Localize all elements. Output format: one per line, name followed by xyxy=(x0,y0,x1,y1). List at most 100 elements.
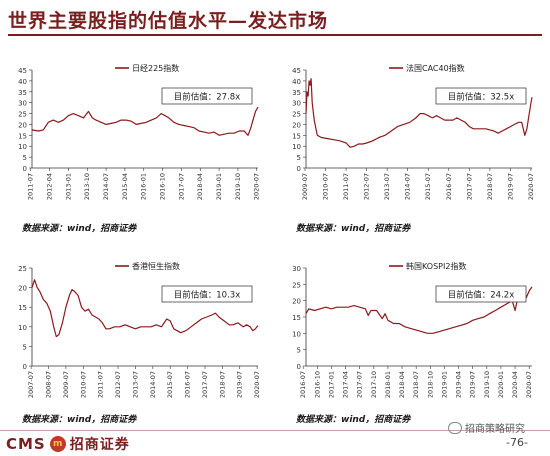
x-tick-label: 2017-07 xyxy=(177,173,185,200)
y-tick-label: 45 xyxy=(18,67,27,75)
y-tick-label: 5 xyxy=(297,347,301,355)
y-tick-label: 15 xyxy=(292,132,301,140)
x-tick-label: 2018-07 xyxy=(486,173,494,200)
x-tick-label: 2010-07 xyxy=(79,371,87,398)
x-tick-label: 2017-07 xyxy=(201,371,209,398)
y-tick-label: 10 xyxy=(18,143,27,151)
x-tick-label: 2013-01 xyxy=(64,173,72,200)
logo-cn-text: 招商证券 xyxy=(69,437,130,453)
x-tick-label: 2010-07 xyxy=(322,173,330,200)
y-tick-label: 40 xyxy=(18,78,27,86)
y-tick-label: 10 xyxy=(292,143,301,151)
x-tick-label: 2012-07 xyxy=(114,371,122,398)
source-note-cac40: 数据来源：wind，招商证券 xyxy=(296,224,411,234)
x-tick-label: 2014-07 xyxy=(404,173,412,200)
x-tick-label: 2016-01 xyxy=(140,173,148,200)
logo-cms-text: CMS xyxy=(6,435,46,453)
y-tick-label: 15 xyxy=(292,314,301,322)
x-tick-label: 2007-07 xyxy=(27,371,35,398)
legend-label: 日经225指数 xyxy=(132,63,179,73)
x-tick-label: 2020-07 xyxy=(525,371,533,398)
x-tick-label: 2019-07 xyxy=(469,371,477,398)
x-tick-label: 2008-07 xyxy=(45,371,53,398)
x-tick-label: 2018-04 xyxy=(196,173,204,200)
y-tick-label: 15 xyxy=(18,304,27,312)
series-line xyxy=(31,106,259,136)
y-tick-label: 15 xyxy=(18,132,27,140)
x-tick-label: 2017-07 xyxy=(356,371,364,398)
x-tick-label: 2019-04 xyxy=(455,371,463,398)
y-tick-label: 25 xyxy=(18,265,27,273)
series-line xyxy=(31,279,259,338)
y-tick-label: 10 xyxy=(292,330,301,338)
legend-label: 法国CAC40指数 xyxy=(406,63,465,73)
y-tick-label: 30 xyxy=(292,265,301,273)
annotation-label: 目前估值：27.8x xyxy=(174,92,240,103)
chart-cac40: 0 5 10 15 20 25 30 35 40 45 2009-07 2010-07 2011-07 2… xyxy=(292,63,535,200)
x-tick-label: 2019-10 xyxy=(234,173,242,200)
chart-kospi2: 0 5 10 15 20 25 30 2016-07 2016-10 2017-01 2017-04… xyxy=(292,261,533,398)
logo-badge-icon: m xyxy=(49,436,66,452)
y-tick-label: 35 xyxy=(292,89,301,97)
x-tick-label: 2016-07 xyxy=(299,371,307,398)
y-tick-label: 5 xyxy=(23,154,27,162)
y-tick-label: 25 xyxy=(292,281,301,289)
source-note-hangseng: 数据来源：wind，招商证券 xyxy=(22,415,137,425)
page-number: -76- xyxy=(506,436,528,449)
y-tick-label: 0 xyxy=(23,363,27,371)
x-tick-label: 2018-07 xyxy=(218,371,226,398)
x-tick-label: 2011-07 xyxy=(27,173,35,200)
legend-label: 香港恒生指数 xyxy=(132,261,180,271)
x-tick-label: 2018-07 xyxy=(412,371,420,398)
x-tick-label: 2013-07 xyxy=(383,173,391,200)
x-tick-label: 2019-07 xyxy=(236,371,244,398)
x-tick-label: 2020-01 xyxy=(497,371,505,398)
x-tick-label: 2012-04 xyxy=(46,173,54,200)
x-tick-label: 2019-10 xyxy=(483,371,491,398)
x-tick-label: 2017-01 xyxy=(327,371,335,398)
x-tick-label: 2018-10 xyxy=(426,371,434,398)
x-tick-label: 2011-07 xyxy=(97,371,105,398)
annotation-label: 目前估值：10.3x xyxy=(174,290,240,301)
x-tick-label: 2015-07 xyxy=(424,173,432,200)
title-divider xyxy=(8,34,542,36)
source-note-kospi2: 数据来源：wind，招商证券 xyxy=(296,415,411,425)
x-tick-label: 2016-07 xyxy=(445,173,453,200)
x-tick-label: 2009-07 xyxy=(301,173,309,200)
x-tick-label: 2013-07 xyxy=(131,371,139,398)
y-tick-label: 40 xyxy=(292,78,301,86)
wechat-icon xyxy=(448,421,462,434)
x-tick-label: 2012-07 xyxy=(363,173,371,200)
chart-nikkei: 0 5 10 15 20 25 30 35 40 45 2011-07 2012-04 2013-01 2… xyxy=(18,63,261,200)
x-tick-label: 2015-04 xyxy=(121,173,129,200)
y-tick-label: 5 xyxy=(23,343,27,351)
x-tick-label: 2015-07 xyxy=(166,371,174,398)
y-tick-label: 5 xyxy=(297,154,301,162)
source-note-nikkei: 数据来源：wind，招商证券 xyxy=(22,224,137,234)
y-tick-label: 10 xyxy=(18,324,27,332)
annotation-box xyxy=(161,87,253,105)
annotation-box xyxy=(435,87,527,105)
page-title: 世界主要股指的估值水平—发达市场 xyxy=(8,10,329,32)
y-tick-label: 35 xyxy=(18,89,27,97)
x-tick-label: 2020-07 xyxy=(253,371,261,398)
wechat-account: 招商策略研究 xyxy=(448,420,525,435)
x-tick-label: 2017-07 xyxy=(465,173,473,200)
x-tick-label: 2011-07 xyxy=(342,173,350,200)
chart-panel-nikkei: 0 5 10 15 20 25 30 35 40 45 2011-07 2012-04 2013-01 2… xyxy=(8,56,268,216)
chart-panel-hangseng: 0 5 10 15 20 25 2007-07 2008-07 2009-07 2010-07 20… xyxy=(8,254,268,414)
x-tick-label: 2019-07 xyxy=(506,173,514,200)
x-tick-label: 2013-10 xyxy=(83,173,91,200)
x-tick-label: 2016-07 xyxy=(184,371,192,398)
y-tick-label: 20 xyxy=(292,298,301,306)
x-tick-label: 2017-10 xyxy=(370,371,378,398)
x-tick-label: 2016-10 xyxy=(313,371,321,398)
y-tick-label: 0 xyxy=(297,165,301,173)
x-tick-label: 2020-07 xyxy=(253,173,261,200)
wechat-account-name: 招商策略研究 xyxy=(465,424,525,435)
annotation-label: 目前估值：32.5x xyxy=(448,92,514,103)
y-tick-label: 25 xyxy=(18,111,27,119)
x-tick-label: 2019-01 xyxy=(440,371,448,398)
chart-hangseng: 0 5 10 15 20 25 2007-07 2008-07 2009-07 2010-07 20… xyxy=(18,261,261,398)
x-tick-label: 2018-04 xyxy=(398,371,406,398)
